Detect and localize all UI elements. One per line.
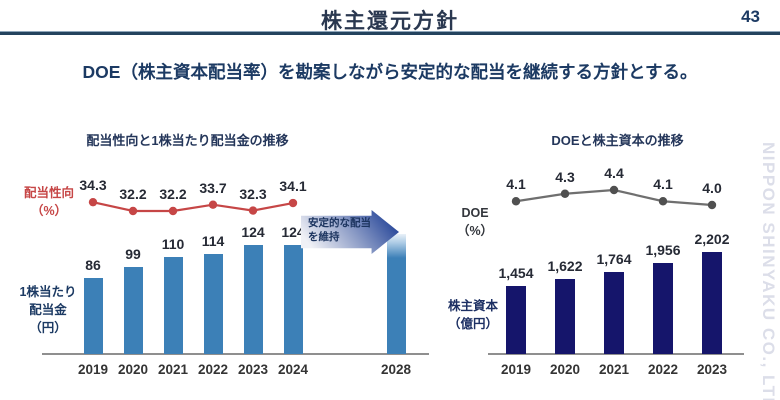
left-bar bbox=[283, 245, 303, 354]
year-label: 2019 bbox=[77, 362, 109, 377]
bar-value-label: 2,202 bbox=[694, 231, 730, 247]
left-bar bbox=[163, 257, 183, 354]
line-point-label: 32.3 bbox=[239, 185, 267, 202]
year-label: 2022 bbox=[647, 362, 679, 377]
left-chart-baseline bbox=[42, 353, 429, 355]
left-bar bbox=[123, 267, 143, 354]
year-label: 2019 bbox=[500, 362, 532, 377]
line-point-label: 4.0 bbox=[702, 180, 722, 196]
payout-ratio-axis-label: 配当性向 （%） bbox=[23, 186, 74, 219]
dividend-per-share-axis-label: 1株当たり 配当金 （円） bbox=[19, 285, 77, 336]
year-label: 2020 bbox=[549, 362, 581, 377]
line-point-label: 34.3 bbox=[79, 177, 107, 194]
year-label: 2023 bbox=[237, 362, 269, 377]
line-point-marker bbox=[168, 206, 178, 216]
bar-value-label: 110 bbox=[161, 236, 185, 252]
policy-statement: DOE（株主資本配当率）を勘案しながら安定的な配当を継続する方針とする。 bbox=[82, 62, 698, 82]
right-bar bbox=[604, 272, 624, 354]
bar-value-label: 1,622 bbox=[547, 258, 583, 274]
bar-value-label: 114 bbox=[201, 233, 225, 249]
line-point-label: 4.3 bbox=[555, 168, 575, 185]
page-title: 株主還元方針 bbox=[321, 10, 459, 33]
company-watermark: NIPPON SHINYAKU CO., LTD bbox=[759, 142, 778, 400]
bar-value-label: 86 bbox=[85, 257, 101, 273]
line-point-marker bbox=[88, 197, 98, 207]
year-label: 2022 bbox=[197, 362, 229, 377]
bar-value-label: 124 bbox=[281, 224, 305, 240]
right-bar bbox=[506, 286, 526, 354]
line-point-label: 33.7 bbox=[199, 179, 227, 196]
bar-value-label: 1,764 bbox=[596, 251, 632, 267]
right-bar bbox=[555, 279, 575, 354]
line-point-marker bbox=[658, 197, 668, 206]
line-point-marker bbox=[208, 200, 218, 209]
year-label: 2024 bbox=[277, 362, 309, 377]
year-label: 2028 bbox=[380, 362, 412, 377]
bar-value-label: 124 bbox=[241, 224, 265, 240]
right-bar bbox=[702, 252, 722, 354]
line-point-label: 4.1 bbox=[506, 176, 526, 193]
right-chart-baseline bbox=[488, 353, 744, 355]
left-line bbox=[92, 201, 294, 213]
line-point-label: 32.2 bbox=[119, 186, 147, 202]
year-label: 2021 bbox=[598, 362, 630, 377]
future-bar bbox=[386, 234, 406, 354]
line-point-marker bbox=[248, 206, 258, 215]
year-label: 2023 bbox=[696, 362, 728, 377]
left-bar bbox=[83, 278, 103, 354]
doe-axis-label: DOE （%） bbox=[456, 206, 494, 239]
year-label: 2021 bbox=[157, 362, 189, 377]
line-point-label: 4.1 bbox=[653, 176, 673, 193]
line-point-marker bbox=[609, 185, 619, 195]
line-point-label: 32.2 bbox=[159, 186, 187, 202]
bar-value-label: 1,454 bbox=[498, 265, 534, 281]
right-bar bbox=[653, 263, 673, 354]
left-chart-title: 配当性向と1株当たり配当金の推移 bbox=[86, 133, 289, 148]
line-point-label: 34.1 bbox=[279, 178, 307, 195]
line-point-marker bbox=[707, 200, 717, 210]
line-point-marker bbox=[128, 206, 138, 216]
right-chart-title: DOEと株主資本の推移 bbox=[551, 133, 684, 148]
bar-value-label: 1,956 bbox=[645, 242, 681, 258]
line-point-marker bbox=[511, 197, 521, 206]
stable-dividend-arrow-label: 安定的な配当 を維持 bbox=[308, 217, 371, 244]
left-bar bbox=[203, 254, 223, 354]
line-point-marker bbox=[560, 189, 570, 198]
line-point-label: 4.4 bbox=[604, 165, 624, 181]
year-label: 2020 bbox=[117, 362, 149, 377]
header-divider bbox=[0, 31, 780, 35]
bar-value-label: 99 bbox=[125, 246, 141, 262]
line-point-marker bbox=[288, 198, 298, 208]
page-number: 43 bbox=[741, 7, 760, 26]
left-bar bbox=[243, 245, 263, 354]
equity-axis-label: 株主資本 （億円） bbox=[447, 299, 498, 332]
